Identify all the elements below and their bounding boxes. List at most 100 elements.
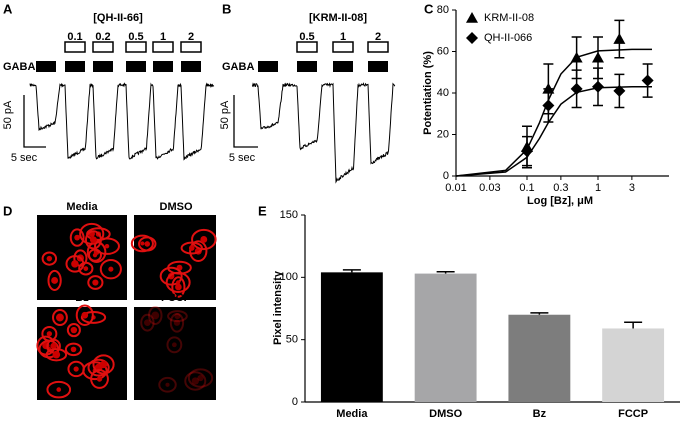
cell-body [71,260,79,268]
gaba-box [153,61,173,72]
gaba-box [297,61,317,72]
error-bar [436,270,455,274]
drug-box [92,41,114,53]
cell [99,258,122,280]
cell-body [191,377,199,385]
cell-body [175,283,182,291]
image-label: FCCP [161,292,191,304]
scale-label: 50 pA [2,100,14,129]
trace-title: [QH-II-66] [93,12,143,24]
cell [84,230,102,250]
cell [130,234,154,253]
gaba-box [368,61,388,72]
panel-label: D [3,203,12,218]
drug-box [180,41,202,53]
drug-box [125,41,147,53]
cell [87,358,110,377]
y-tick-label: 50 [286,334,298,346]
y-axis-label: Potentiation (%) [422,51,434,135]
y-tick-label: 40 [437,87,449,99]
cell-body [144,319,151,327]
panel-label: A [3,1,13,16]
gaba-box [93,61,113,72]
cell [165,271,191,293]
scale-label: 5 sec [229,152,256,164]
cell [45,348,68,362]
x-tick-label: 3 [629,182,635,194]
x-axis-label: Log [Bz], μM [527,195,593,207]
cell-body [188,245,195,251]
cell [166,336,183,354]
diamond-marker [521,145,533,158]
panel-label: E [258,203,267,218]
cell [187,368,214,388]
cell-body [89,236,97,244]
panel-label: B [222,1,231,16]
micrograph [37,307,127,400]
cell-body [56,387,62,392]
fit-curve [455,48,652,177]
cell-body [99,360,108,369]
y-tick-label: 150 [280,209,298,221]
concentration-label: 0.1 [67,31,82,43]
cell-body [92,279,99,286]
cell-body [46,331,53,337]
cell-body [92,252,98,258]
concentration-label: 0.2 [95,31,110,43]
cell-body [50,342,57,350]
image-label: Media [66,201,98,213]
x-tick-label: 0.01 [445,182,466,194]
gaba-box [258,61,278,72]
cell [64,342,83,357]
current-trace [251,82,396,184]
concentration-label: 2 [188,31,194,43]
cell-body [171,342,177,348]
cell [158,376,177,393]
cell-body [104,243,110,249]
fit-curve [455,86,652,177]
cell-body [174,313,181,320]
x-tick-label: 0.3 [553,182,568,194]
y-tick-label: 80 [437,4,449,16]
cell [148,306,163,325]
current-trace [29,82,215,161]
x-tick-label: 0.1 [519,182,534,194]
panel-label: C [424,1,434,16]
cell [138,236,157,252]
cell-body [140,241,145,246]
cell [80,310,107,324]
cell-body [51,277,59,284]
legend-label: QH-II-066 [484,32,532,44]
cell [87,275,104,290]
trace-title: [KRM-II-08] [309,12,367,24]
cell [169,312,185,333]
diamond-marker [542,99,555,112]
concentration-label: 1 [160,31,166,43]
cell-body [55,313,64,322]
gaba-box [126,61,146,72]
cell [87,248,103,262]
cell [140,313,155,332]
triangle-marker [466,12,478,23]
cell [82,361,108,381]
fit-curves [455,48,652,177]
cell-body [197,374,204,382]
cell-body [173,319,181,326]
triangle-marker [592,51,604,63]
x-tick-label: DMSO [429,408,462,420]
diamond-marker [570,82,583,95]
concentration-label: 0.5 [299,31,314,43]
triangle-marker [570,51,583,63]
diamond-marker [613,84,626,97]
gaba-box [36,61,56,72]
cell-body [144,241,151,247]
cell [41,251,58,266]
cell [47,269,62,292]
gaba-label: GABA [222,61,254,73]
gaba-box [181,61,201,72]
scale-label: 50 pA [219,100,231,129]
scale-bar [233,95,258,148]
cell-body [52,350,61,359]
drug-box [367,41,389,53]
micrograph [134,307,216,400]
